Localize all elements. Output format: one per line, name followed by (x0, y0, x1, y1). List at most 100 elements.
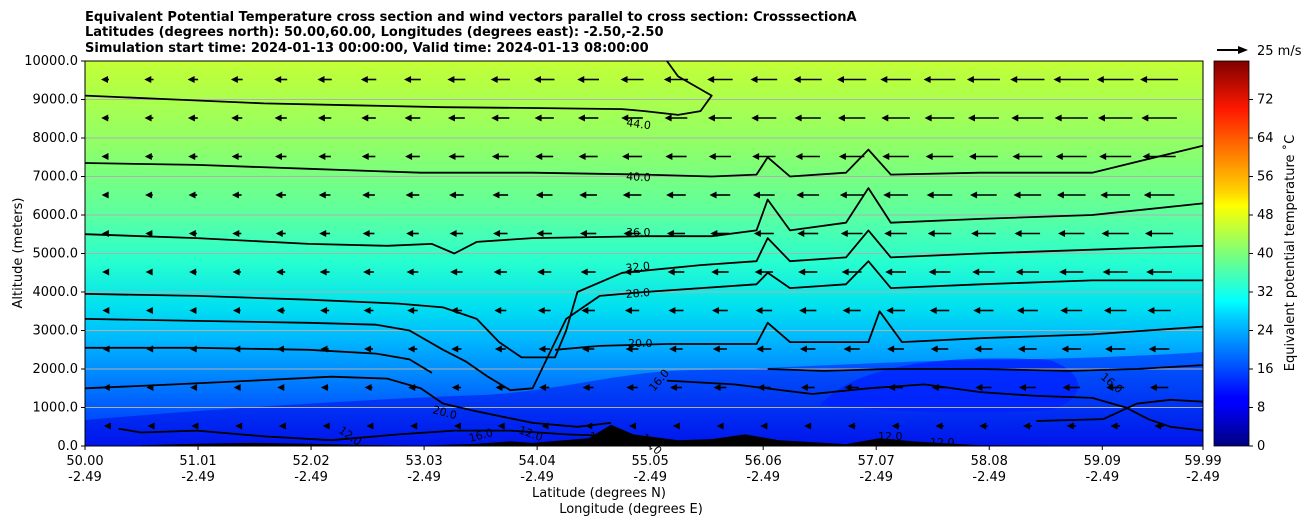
wind-arrow (1061, 345, 1082, 353)
wind-arrow (665, 153, 687, 160)
colorbar-tick-label: 16 (1257, 362, 1274, 377)
contour-line (666, 379, 1203, 432)
wind-arrow (672, 422, 680, 430)
wind-arrow (1100, 191, 1130, 199)
contour-label: 28.0 (625, 286, 651, 301)
wind-arrow (274, 114, 287, 122)
wind-arrow (101, 76, 109, 83)
wind-arrow (972, 268, 995, 276)
wind-arrow (319, 230, 331, 237)
wind-arrow (274, 153, 287, 160)
colorbar-label: Equivalent potential temperature ˚C (1282, 135, 1298, 371)
wind-arrow (406, 230, 419, 237)
x-tick-label-lon: -2.49 (68, 470, 102, 485)
wind-arrow (362, 191, 375, 199)
wind-arrow (843, 345, 860, 353)
wind-arrow (928, 268, 951, 276)
wind-arrow (102, 307, 110, 314)
wind-arrow (407, 307, 418, 314)
y-tick-label: 1000.0 (33, 401, 79, 416)
wind-arrow (361, 114, 376, 122)
wind-arrow (753, 230, 774, 237)
wind-arrow (624, 307, 640, 314)
wind-arrow (1140, 76, 1179, 83)
wind-arrow (716, 422, 724, 430)
wind-arrow (580, 268, 596, 276)
wind-arrow (447, 114, 465, 122)
x-tick-label-lat: 55.05 (632, 454, 669, 469)
wind-arrow (1010, 76, 1045, 83)
quiver-key: 25 m/s (1217, 44, 1302, 59)
wind-arrow (537, 268, 552, 276)
wind-arrow (231, 153, 242, 160)
wind-arrow (364, 384, 373, 391)
wind-arrow (101, 114, 109, 122)
wind-arrow (754, 268, 773, 276)
wind-arrow (274, 76, 288, 83)
wind-arrow (1055, 153, 1087, 160)
wind-arrow (1144, 230, 1174, 237)
wind-arrow (451, 345, 462, 353)
y-tick-label: 7000.0 (33, 170, 79, 185)
wind-arrow (579, 191, 597, 199)
wind-arrow (1056, 191, 1086, 199)
wind-arrow (840, 230, 863, 237)
wind-arrow (494, 345, 506, 353)
quiver-key-arrowhead (1238, 46, 1248, 54)
x-tick-label-lat: 59.99 (1184, 454, 1221, 469)
wind-arrow (966, 76, 1000, 83)
contour-label: 36.0 (626, 226, 651, 239)
wind-arrow (666, 230, 686, 237)
contour-label: 20.0 (628, 337, 653, 350)
wind-arrow (145, 268, 153, 276)
x-tick-label-lat: 53.03 (405, 454, 442, 469)
wind-arrow (490, 76, 510, 83)
wind-arrow (1147, 307, 1171, 314)
wind-arrow (497, 422, 505, 430)
wind-arrow (883, 191, 908, 199)
wind-arrow (622, 191, 642, 199)
x-tick-label-lon: -2.49 (407, 470, 441, 485)
y-tick-label: 6000.0 (33, 208, 79, 223)
wind-arrow (1013, 191, 1042, 199)
wind-arrow (534, 114, 554, 122)
wind-arrow (363, 268, 374, 276)
wind-arrow (577, 76, 599, 83)
wind-arrow (539, 384, 550, 391)
wind-arrow (798, 268, 818, 276)
contour-line (85, 229, 1203, 359)
wind-arrow (625, 345, 639, 353)
wind-arrow (799, 307, 817, 314)
wind-arrow (276, 268, 286, 276)
quiver-key-label: 25 m/s (1257, 44, 1302, 59)
wind-arrow (493, 268, 507, 276)
wind-arrow (804, 422, 812, 430)
wind-arrow (447, 76, 466, 83)
wind-arrow (1054, 114, 1088, 122)
wind-arrow (144, 114, 154, 122)
wind-arrow (935, 422, 944, 430)
x-tick-label-lat: 52.02 (292, 454, 329, 469)
wind-arrow (973, 307, 994, 314)
y-axis-label: Altitude (meters) (11, 198, 26, 309)
wind-arrow (620, 76, 644, 83)
colorbar-tick-label: 72 (1257, 93, 1274, 108)
contour-label: 12.0 (930, 436, 955, 449)
x-tick-label-lon: -2.49 (972, 470, 1006, 485)
chart-title: Equivalent Potential Temperature cross s… (85, 10, 857, 56)
colorbar-ticks: 0 8 16 24 32 40 48 56 64 72 (1249, 93, 1274, 454)
wind-arrow (844, 384, 859, 391)
wind-arrow (887, 345, 905, 353)
wind-arrow (232, 307, 241, 314)
y-tick-label: 0.0 (57, 439, 78, 454)
wind-arrow (930, 345, 949, 353)
wind-arrow (750, 76, 778, 83)
x-tick-label-lon: -2.49 (1085, 470, 1119, 485)
contour-line (118, 427, 623, 442)
wind-arrow (839, 191, 864, 199)
wind-arrow (979, 422, 988, 430)
wind-arrow (880, 76, 911, 83)
contour-label: 20.0 (431, 403, 458, 422)
wind-arrow (103, 422, 111, 430)
wind-arrow (537, 307, 551, 314)
